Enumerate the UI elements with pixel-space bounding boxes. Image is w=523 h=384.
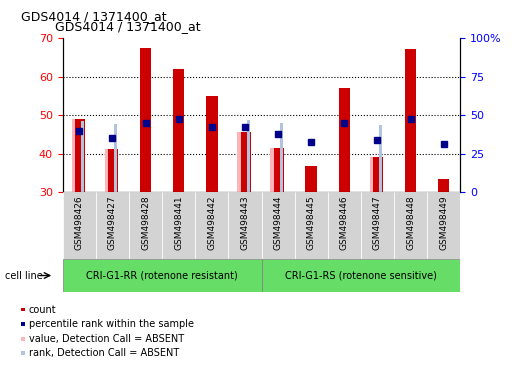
Bar [237, 132, 241, 192]
Bar [173, 69, 185, 192]
Bar [372, 157, 383, 192]
Bar [195, 192, 229, 259]
Bar [162, 192, 195, 259]
Text: CRI-G1-RR (rotenone resistant): CRI-G1-RR (rotenone resistant) [86, 270, 238, 281]
Bar [105, 149, 108, 192]
Bar [247, 120, 250, 192]
Bar [239, 132, 251, 192]
Text: GSM498446: GSM498446 [340, 195, 349, 250]
Bar [338, 88, 350, 192]
Bar [438, 179, 449, 192]
Bar [294, 192, 328, 259]
Text: GSM498443: GSM498443 [241, 195, 249, 250]
Text: percentile rank within the sample: percentile rank within the sample [29, 319, 194, 329]
Bar [361, 192, 394, 259]
Bar [262, 259, 460, 292]
Text: GSM498448: GSM498448 [406, 195, 415, 250]
Bar [328, 192, 361, 259]
Bar [262, 192, 294, 259]
Text: GSM498427: GSM498427 [108, 195, 117, 250]
Bar [129, 192, 162, 259]
Bar [394, 192, 427, 259]
Text: GDS4014 / 1371400_at: GDS4014 / 1371400_at [54, 20, 200, 33]
Bar [63, 259, 262, 292]
Text: rank, Detection Call = ABSENT: rank, Detection Call = ABSENT [29, 348, 179, 358]
Bar [114, 124, 117, 192]
Text: GSM498445: GSM498445 [306, 195, 316, 250]
Text: cell line: cell line [5, 270, 43, 281]
Bar [305, 166, 317, 192]
Text: GSM498449: GSM498449 [439, 195, 448, 250]
Bar [427, 192, 460, 259]
Text: GSM498447: GSM498447 [373, 195, 382, 250]
Text: GSM498441: GSM498441 [174, 195, 183, 250]
Bar [270, 148, 274, 192]
Bar [72, 119, 75, 192]
Text: GSM498442: GSM498442 [207, 195, 217, 250]
Text: GSM498428: GSM498428 [141, 195, 150, 250]
Bar [74, 119, 85, 192]
Bar [107, 149, 118, 192]
Bar [206, 96, 218, 192]
Text: GSM498426: GSM498426 [75, 195, 84, 250]
Bar [63, 192, 96, 259]
Text: GDS4014 / 1371400_at: GDS4014 / 1371400_at [21, 10, 166, 23]
Bar [272, 148, 284, 192]
Text: value, Detection Call = ABSENT: value, Detection Call = ABSENT [29, 334, 184, 344]
Bar [229, 192, 262, 259]
Text: CRI-G1-RS (rotenone sensitive): CRI-G1-RS (rotenone sensitive) [285, 270, 437, 281]
Bar [280, 123, 283, 192]
Bar [96, 192, 129, 259]
Bar [140, 48, 151, 192]
Bar [81, 121, 84, 192]
Bar [405, 49, 416, 192]
Text: count: count [29, 305, 56, 314]
Text: GSM498444: GSM498444 [274, 195, 282, 250]
Bar [379, 125, 382, 192]
Bar [370, 157, 373, 192]
